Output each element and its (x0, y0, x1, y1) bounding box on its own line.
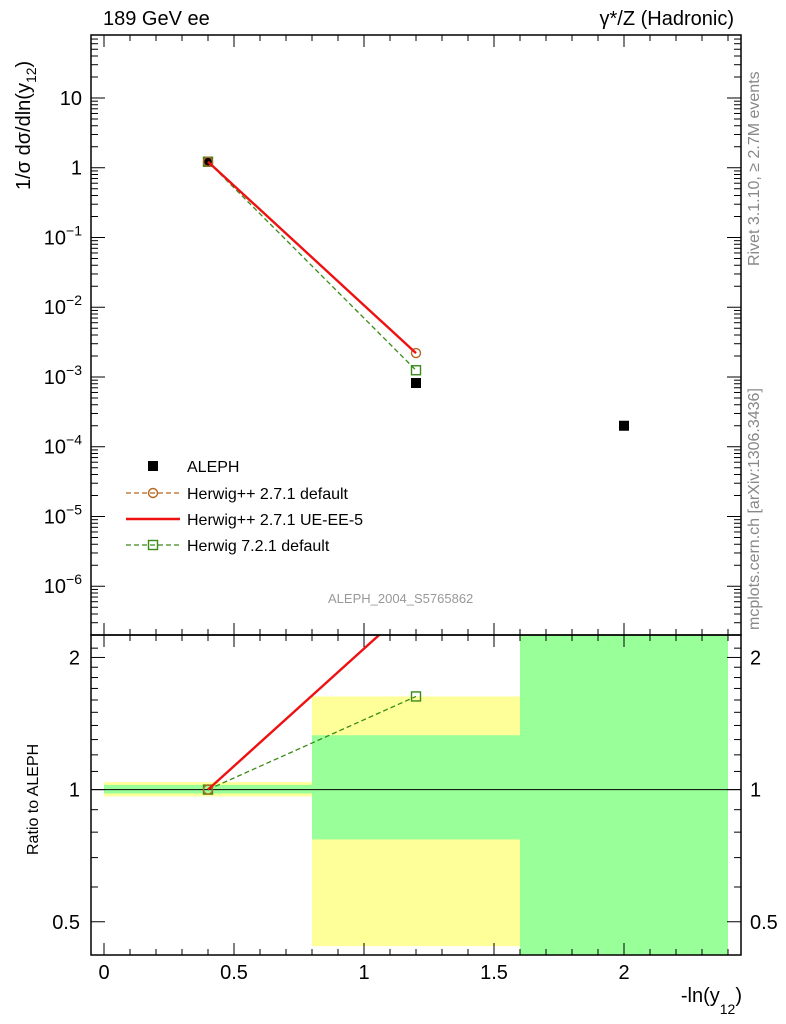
legend-aleph-marker (148, 461, 158, 471)
x-tick-label-1: 0.5 (220, 962, 248, 984)
ratio-band-stat-1 (312, 735, 520, 840)
herwig-2-7-1-ue-ee-5-line (207, 160, 417, 354)
axis-labels: 1/σ dσ/dln(y12) Ratio to ALEPH -ln(y12) (13, 61, 742, 1017)
top-y-axis-label: 1/σ dσ/dln(y12) (13, 61, 39, 190)
top-y-tick-label-3: 10−2 (44, 292, 82, 319)
axis-ticks (91, 34, 741, 955)
ratio-herwig-7-2-1-default-line (207, 695, 417, 791)
aleph-point-1 (411, 378, 421, 389)
rivet-version-label: Rivet 3.1.10, ≥ 2.7M events (746, 71, 763, 266)
legend-herwig-2-7-1-default-label: Herwig++ 2.7.1 default (187, 486, 349, 503)
process-label: γ*/Z (Hadronic) (599, 8, 734, 30)
top-y-tick-label-0: 10 (60, 88, 82, 110)
ratio-y-tick-label-right-0: 0.5 (750, 912, 778, 934)
ratio-y-tick-label-left-1: 1 (69, 780, 80, 802)
mcplots-label: mcplots.cern.ch [arXiv:1306.3436] (746, 388, 763, 630)
ratio-herwig-2-7-1-default-point-0 (202, 784, 214, 795)
top-panel-series (202, 156, 629, 431)
ratio-herwig-2-7-1-ue-ee-5-line (207, 635, 381, 791)
ratio-panel-series (202, 635, 422, 795)
ratio-y-axis-label: Ratio to ALEPH (25, 744, 42, 855)
ratio-y-tick-label-left-2: 2 (69, 647, 80, 669)
ratio-y-tick-label-right-1: 1 (750, 780, 761, 802)
herwig-7-2-1-default-line (207, 161, 417, 371)
ratio-herwig-7-2-1-default-point-1 (410, 691, 422, 702)
legend: ALEPH Herwig++ 2.7.1 default Herwig++ 2.7.… (126, 459, 363, 555)
ratio-y-tick-label-right-2: 2 (750, 647, 761, 669)
axis-tick-labels: 0 0.5 1 1.5 2 10 1 10−1 10−2 10−3 10−4 10−5 10−6 0.5 0… (44, 88, 778, 984)
x-tick-label-4: 2 (618, 962, 629, 984)
x-axis-label: -ln(y12) (681, 985, 742, 1017)
top-y-tick-label-5: 10−4 (44, 432, 82, 459)
analysis-watermark: ALEPH_2004_S5765862 (328, 591, 474, 606)
ratio-y-tick-label-left-0: 0.5 (52, 912, 80, 934)
top-y-tick-label-1: 1 (71, 158, 82, 180)
herwig-2-7-1-default-point-0 (202, 156, 214, 167)
legend-herwig-7-2-1-default-marker (147, 539, 159, 551)
x-tick-label-0: 0 (98, 962, 109, 984)
legend-herwig-2-7-1-default-marker (147, 487, 159, 499)
top-y-tick-label-4: 10−3 (44, 362, 82, 389)
energy-label: 189 GeV ee (103, 8, 210, 30)
herwig-2-7-1-default-point-1 (410, 347, 422, 359)
legend-herwig-7-2-1-default-label: Herwig 7.2.1 default (187, 538, 330, 555)
herwig-7-2-1-default-point-1 (410, 365, 422, 376)
top-y-tick-label-7: 10−6 (44, 571, 82, 598)
legend-aleph-label: ALEPH (187, 459, 239, 476)
aleph-point-2 (619, 420, 629, 431)
x-tick-label-3: 1.5 (480, 962, 508, 984)
ratio-band-stat-2 (520, 635, 728, 955)
top-y-tick-label-6: 10−5 (44, 501, 82, 528)
ratio-uncertainty-bands (104, 635, 728, 955)
top-y-tick-label-2: 10−1 (44, 222, 82, 249)
x-tick-label-2: 1 (358, 962, 369, 984)
legend-herwig-2-7-1-ue-ee-5-label: Herwig++ 2.7.1 UE-EE-5 (187, 512, 363, 529)
